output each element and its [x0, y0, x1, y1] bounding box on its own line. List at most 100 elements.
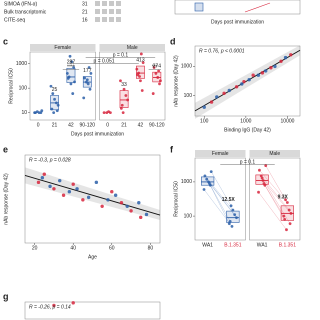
panel-label: c [3, 36, 8, 46]
point [69, 82, 73, 86]
box [194, 2, 204, 12]
facet-title: Female [212, 151, 229, 157]
point [260, 71, 265, 75]
point [231, 208, 235, 212]
point [119, 201, 124, 205]
pair-line [203, 189, 233, 227]
point [75, 187, 79, 191]
point [71, 92, 75, 95]
point [40, 176, 45, 180]
point [228, 219, 232, 223]
point [283, 55, 288, 60]
median-label: 177 [83, 68, 92, 74]
point [125, 204, 129, 209]
point [138, 75, 141, 78]
point [85, 78, 89, 82]
point [284, 198, 287, 202]
point [209, 170, 213, 174]
point [40, 109, 44, 113]
annotation: R = -0.26, p = 0.14 [29, 304, 71, 310]
x-tick-label: 21 [52, 122, 58, 128]
pair-line [261, 175, 290, 211]
point [140, 89, 144, 92]
point [139, 215, 143, 220]
point [83, 76, 87, 80]
point [227, 222, 231, 226]
point [86, 82, 90, 86]
plot-frame [249, 157, 301, 241]
box [66, 67, 76, 83]
point [289, 53, 293, 57]
point [264, 69, 268, 73]
point [139, 79, 142, 83]
point [229, 204, 233, 208]
point [202, 188, 206, 191]
table-cell: SIMOA (IFN-α) [4, 1, 38, 7]
x-tick-label: 40 [70, 245, 76, 251]
y-tick-label: 100 [184, 93, 193, 99]
x-tick-label: 42 [68, 122, 74, 128]
x-axis-label: Days post immunization [211, 19, 264, 25]
y-tick-label: 1000 [181, 64, 192, 70]
facet-title: Male [127, 45, 138, 51]
point [233, 213, 237, 217]
point [154, 72, 158, 75]
pair-line [262, 180, 292, 214]
point [287, 208, 291, 212]
point [258, 168, 261, 172]
x-tick-label: 21 [121, 122, 127, 128]
x-tick-label: 90-120 [80, 122, 96, 128]
median-label: 33 [121, 82, 127, 88]
fit-line [24, 174, 161, 216]
plot-frame [174, 0, 301, 15]
point [82, 96, 86, 100]
point [58, 178, 62, 183]
point [88, 87, 92, 91]
x-tick-label: 60 [109, 245, 115, 251]
plot-frame [99, 51, 166, 121]
x-axis-label: Days post immunization [71, 131, 124, 137]
point [49, 84, 53, 88]
x-tick-label: 0 [106, 122, 109, 128]
x-tick-label: 0 [37, 122, 40, 128]
point [71, 301, 75, 305]
table-cell: Bulk transcriptomic [4, 9, 47, 15]
point [120, 103, 124, 107]
x-tick-label: 80 [148, 245, 154, 251]
pair-line [210, 185, 231, 222]
y-axis-label: Reciprocal IC50 [8, 68, 14, 104]
point [222, 91, 226, 95]
table-cell: 21 [82, 9, 88, 15]
point [203, 174, 207, 178]
pair-line [261, 177, 291, 224]
plot-frame [194, 45, 301, 117]
box [119, 90, 129, 108]
point [279, 59, 283, 63]
point [42, 172, 46, 176]
point [264, 164, 268, 167]
point [122, 87, 126, 91]
point [230, 224, 234, 228]
point [282, 214, 286, 218]
facet-title: Male [269, 151, 280, 157]
pair-line [259, 170, 288, 203]
median-label: 274 [153, 63, 162, 69]
point [256, 73, 261, 77]
point [208, 182, 211, 185]
table-cell: 31 [82, 1, 88, 7]
facet-strip [195, 150, 246, 157]
point [110, 189, 114, 194]
annotation: R = 0.76, p < 0.0001 [199, 48, 245, 54]
point [53, 97, 56, 101]
point [205, 177, 209, 181]
point [215, 95, 219, 99]
point [202, 105, 206, 109]
point [242, 79, 246, 84]
plot-frame [194, 157, 246, 241]
point [105, 111, 109, 115]
fold-label: 12.5X [222, 197, 236, 203]
facet-strip [249, 150, 300, 157]
y-tick-label: 1000 [181, 179, 192, 185]
point [87, 66, 91, 69]
point [119, 79, 122, 83]
